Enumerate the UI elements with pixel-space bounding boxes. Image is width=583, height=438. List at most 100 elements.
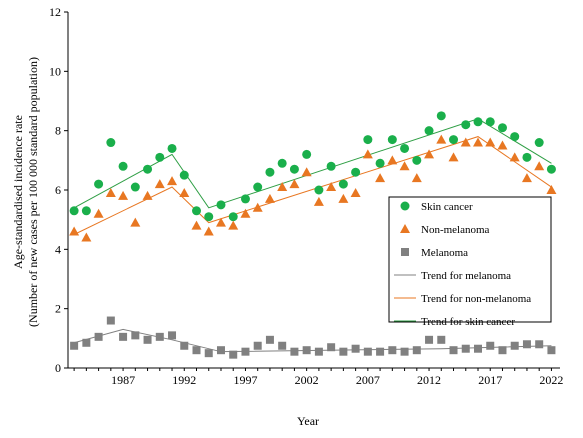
data-point-circle <box>192 206 202 216</box>
legend-item: Trend for skin cancer <box>394 316 515 328</box>
data-point-circle <box>424 126 434 136</box>
data-point-square <box>486 341 495 350</box>
data-point-square <box>522 340 531 349</box>
data-point-square <box>204 349 213 358</box>
data-point-square <box>265 335 274 344</box>
y-axis-label: Age-standardised incidence rate <box>11 115 25 269</box>
data-point-triangle <box>191 220 202 230</box>
data-point-circle <box>69 206 79 216</box>
x-tick-label: 1992 <box>172 373 196 387</box>
data-point-circle <box>338 179 348 189</box>
data-point-circle <box>179 170 189 180</box>
x-tick-label: 1997 <box>233 373 257 387</box>
legend-label: Trend for skin cancer <box>421 316 515 328</box>
data-point-circle <box>534 138 544 148</box>
y-tick-label: 6 <box>55 183 61 197</box>
data-point-square <box>363 347 372 356</box>
data-point-triangle <box>473 137 483 147</box>
data-point-circle <box>302 149 312 159</box>
data-point-circle <box>277 158 287 168</box>
data-point-circle <box>94 179 104 189</box>
data-point-square <box>229 350 238 359</box>
data-point-square <box>192 346 201 355</box>
trend-line <box>73 136 552 235</box>
data-point-square <box>535 340 544 349</box>
data-point-triangle <box>118 190 129 200</box>
legend-box <box>388 196 552 323</box>
data-point-circle <box>473 117 483 127</box>
data-point-square <box>400 347 409 356</box>
data-point-triangle <box>509 152 520 162</box>
point-series <box>69 111 556 222</box>
data-point-square <box>119 332 128 341</box>
point-series <box>70 316 556 359</box>
data-point-circle <box>449 135 459 145</box>
data-point-triangle <box>387 155 398 165</box>
trend-series <box>73 118 552 209</box>
y-tick-label: 10 <box>49 64 61 78</box>
data-point-triangle <box>362 149 373 159</box>
data-point-square <box>388 346 397 355</box>
data-point-circle <box>375 158 385 168</box>
x-axis-ticks: 1987 1992 1997 2002 2007 2012 2017 2022 <box>73 368 563 387</box>
data-point-circle <box>167 143 177 153</box>
data-point-triangle <box>167 176 178 186</box>
data-point-circle <box>412 155 422 165</box>
data-point-square <box>474 344 482 353</box>
data-point-square <box>376 347 385 356</box>
data-point-circle <box>485 117 495 127</box>
legend-label: Skin cancer <box>421 201 473 213</box>
legend-label: Melanoma <box>421 247 468 259</box>
trend-series <box>73 328 552 353</box>
x-tick-label: 2017 <box>478 373 502 387</box>
legend-item: Trend for melanoma <box>394 270 511 282</box>
data-point-triangle <box>411 173 422 183</box>
data-point-square <box>510 341 519 350</box>
data-point-circle <box>522 152 532 162</box>
data-point-circle <box>106 138 116 148</box>
data-point-triangle <box>93 208 104 218</box>
data-point-triangle <box>338 193 349 203</box>
data-point-circle <box>240 194 250 204</box>
data-point-circle <box>436 111 446 121</box>
data-point-square <box>351 344 360 353</box>
data-point-square <box>241 347 250 356</box>
legend-label: Non-melanoma <box>421 224 490 236</box>
data-point-triangle <box>350 187 361 197</box>
data-point-triangle <box>399 161 410 171</box>
y-axis-label-subtitle: (Number of new cases per 100 000 standar… <box>26 57 40 327</box>
data-point-circle <box>130 182 140 192</box>
data-point-triangle <box>130 217 141 227</box>
legend-marker-square <box>401 248 409 256</box>
data-point-circle <box>204 212 214 222</box>
data-point-circle <box>81 206 91 216</box>
data-point-square <box>82 338 91 347</box>
data-point-circle <box>314 185 324 195</box>
data-point-square <box>314 347 323 356</box>
data-point-triangle <box>375 173 386 183</box>
data-point-triangle <box>534 161 545 171</box>
data-point-circle <box>216 200 226 210</box>
data-point-triangle <box>521 173 532 183</box>
trend-line <box>73 118 552 209</box>
data-point-triangle <box>436 134 447 144</box>
data-point-square <box>425 335 434 344</box>
data-point-triangle <box>228 220 239 230</box>
data-point-triangle <box>277 182 288 192</box>
data-point-circle <box>253 182 263 192</box>
legend-label: Trend for non-melanoma <box>421 293 531 305</box>
data-point-square <box>131 331 140 340</box>
data-point-square <box>180 341 189 350</box>
y-axis-ticks: 0 2 4 6 8 10 12 <box>49 5 68 375</box>
data-point-circle <box>351 167 361 177</box>
data-point-circle <box>326 161 336 171</box>
data-point-triangle <box>179 187 190 197</box>
x-tick-label: 2002 <box>295 373 319 387</box>
y-tick-label: 2 <box>55 302 61 316</box>
data-point-circle <box>155 152 165 162</box>
data-point-triangle <box>240 208 251 218</box>
data-point-square <box>461 344 470 353</box>
data-point-triangle <box>215 217 226 227</box>
data-point-triangle <box>264 193 275 203</box>
